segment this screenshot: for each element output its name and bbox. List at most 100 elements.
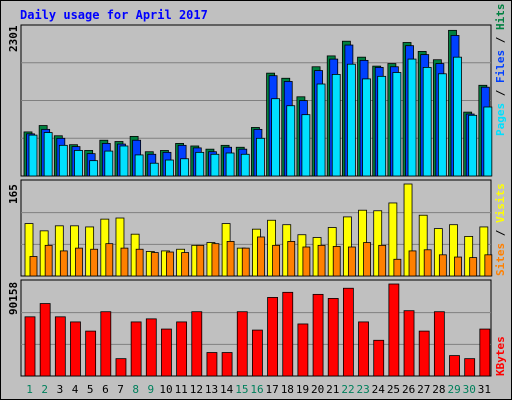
pages-bar [195, 151, 205, 177]
visits-bar [479, 226, 489, 277]
visits-bar [403, 183, 413, 277]
pages-bar [134, 154, 144, 177]
kbytes-bar [358, 321, 369, 377]
sites-bar [302, 246, 311, 277]
day-label: 9 [148, 383, 155, 396]
visits-bar [418, 214, 428, 277]
kbytes-bar [221, 352, 233, 377]
sites-bar [438, 254, 447, 277]
kbytes-bar [282, 291, 294, 377]
pages-bar [362, 78, 371, 177]
day-label: 2 [41, 383, 48, 396]
kbytes-bar [312, 293, 324, 377]
sites-bar [150, 252, 159, 277]
day-label: 30 [463, 383, 476, 396]
sites-bar [408, 250, 417, 277]
legend-files: Files [494, 50, 507, 83]
day-label: 21 [326, 383, 339, 396]
day-label: 14 [220, 383, 234, 396]
pages-bar [346, 63, 356, 177]
day-label: 12 [190, 383, 203, 396]
day-label: 22 [341, 383, 354, 396]
kbytes-bar [403, 310, 415, 377]
day-label: 17 [266, 383, 279, 396]
day-label: 29 [447, 383, 460, 396]
kbytes-bar [70, 321, 81, 377]
sites-bar [90, 248, 99, 277]
kbytes-bar [418, 330, 430, 377]
pages-bar [377, 75, 387, 177]
legend-pages: Pages [494, 103, 507, 136]
sites-bar [120, 247, 129, 277]
visits-bar [342, 216, 352, 277]
pages-bar [483, 106, 493, 177]
panel3-ymax-label: 90158 [7, 282, 20, 315]
sites-bar [257, 236, 265, 277]
kbytes-bar [342, 287, 354, 377]
pages-bar [316, 83, 326, 177]
sites-bar [454, 256, 462, 277]
sites-bar [211, 243, 220, 277]
day-label: 28 [432, 383, 445, 396]
day-label: 19 [296, 383, 309, 396]
sites-bar [378, 244, 387, 277]
sites-bar [196, 244, 205, 277]
visits-bar [464, 236, 474, 277]
sites-bar [105, 243, 114, 277]
kbytes-bar [85, 330, 97, 377]
sites-bar [363, 242, 371, 277]
pages-bar [58, 144, 68, 177]
pages-bar [286, 105, 296, 177]
kbytes-bar [433, 311, 445, 377]
kbytes-bar [373, 339, 385, 377]
day-label: 20 [311, 383, 324, 396]
sites-bar [29, 256, 38, 277]
panel1-legend: Pages / Files / Hits [494, 4, 507, 137]
sites-bar [226, 241, 235, 277]
day-label: 4 [72, 383, 79, 396]
pages-bar [256, 137, 265, 177]
day-label: 15 [235, 383, 248, 396]
visits-bar [433, 228, 443, 277]
pages-bar [468, 114, 478, 177]
day-label: 3 [57, 383, 64, 396]
sites-bar [59, 250, 68, 277]
kbytes-bar [115, 358, 127, 377]
kbytes-bar [206, 352, 218, 377]
pages-bar [210, 153, 220, 177]
panel1-ymax-label: 2301 [7, 25, 20, 52]
sites-bar [166, 251, 174, 277]
pages-bar [74, 150, 83, 177]
day-label: 13 [205, 383, 218, 396]
kbytes-bar [388, 283, 400, 377]
day-label: 26 [402, 383, 415, 396]
bars-layer [23, 29, 493, 377]
pages-bar [180, 158, 190, 177]
kbytes-bar [176, 321, 188, 377]
day-label: 16 [250, 383, 263, 396]
sites-bar [423, 249, 432, 277]
pages-bar [392, 72, 402, 177]
sites-bar [272, 244, 280, 277]
kbytes-bar [297, 323, 309, 377]
day-label: 8 [132, 383, 139, 396]
sites-bar [181, 252, 190, 277]
pages-bar [240, 153, 250, 177]
kbytes-bar [145, 318, 157, 377]
visits-bar [373, 210, 383, 277]
day-labels: 1 2 3 4 5 6 7 8 9 10 11 12 13 14 15 16 17 18 19 20 21 22 23 24 2… [26, 383, 491, 396]
kbytes-bar [54, 316, 66, 377]
sites-bar [332, 246, 341, 277]
day-label: 1 [26, 383, 33, 396]
pages-bar [301, 114, 311, 177]
pages-bar [271, 98, 280, 177]
sites-bar [135, 248, 144, 277]
kbytes-bar [236, 311, 248, 377]
pages-bar [331, 74, 341, 177]
panel2-legend: Sites / Visits [494, 183, 507, 276]
visits-bar [115, 217, 125, 277]
kbytes-bar [252, 329, 263, 377]
kbytes-bar [100, 311, 112, 377]
pages-bar [104, 150, 114, 177]
